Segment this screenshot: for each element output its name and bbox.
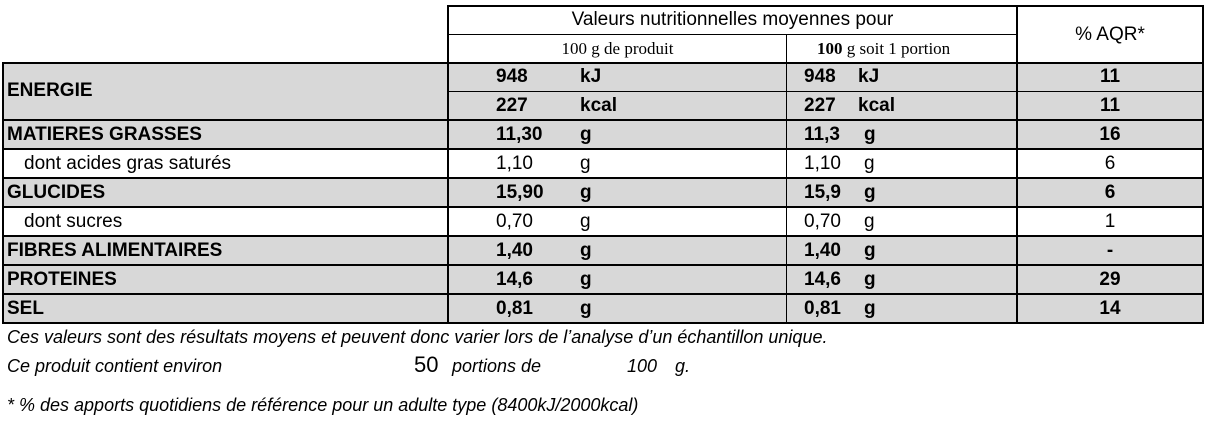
energie-kj-aqr: 11 <box>1099 66 1121 87</box>
row-bg-proteines <box>4 265 1202 294</box>
table-bottom-border <box>2 322 1204 324</box>
footnote-portions-de: portions de <box>452 356 542 376</box>
header-col2-qty: 100 <box>817 39 843 58</box>
header-left-border <box>447 5 449 65</box>
row-bg-glucides <box>4 178 1202 207</box>
energie-kj-unit-portion: kJ <box>858 66 880 87</box>
footnote-portion-size: 100 <box>627 356 658 376</box>
acides-gras-satures-value-portion: 1,10 <box>804 153 841 174</box>
header-col3-divider <box>1016 5 1018 65</box>
row-label-sucres: dont sucres <box>24 211 123 232</box>
table-right-border <box>1202 62 1204 324</box>
row-label-acides-gras-satures: dont acides gras saturés <box>24 153 232 174</box>
table-col3-divider <box>1016 62 1018 324</box>
footnote-portions-count: 50 <box>414 352 439 377</box>
acides-gras-satures-unit-100g: g <box>580 153 591 174</box>
sucres-unit-portion: g <box>864 211 875 232</box>
row-divider <box>2 293 1204 295</box>
energie-kcal-value-100g: 227 <box>496 95 528 116</box>
header-top-border <box>447 5 1204 7</box>
sucres-unit-100g: g <box>580 211 591 232</box>
header-col1-title: 100 g de produit <box>561 39 674 58</box>
fibres-value-portion: 1,40 <box>804 240 841 261</box>
header-col2-rest: g soit 1 portion <box>842 39 951 58</box>
row-label-energie: ENERGIE <box>7 80 93 101</box>
header-right-border <box>1202 5 1204 65</box>
sucres-value-100g: 0,70 <box>496 211 533 232</box>
row-divider <box>2 119 1204 121</box>
footnote-average-values: Ces valeurs sont des résultats moyens et… <box>7 327 828 347</box>
sel-unit-100g: g <box>580 298 592 319</box>
row-label-matieres-grasses: MATIERES GRASSES <box>7 124 202 145</box>
row-bg-matieres-grasses <box>4 120 1202 149</box>
sel-value-100g: 0,81 <box>496 298 533 319</box>
footnote-portion-unit: g. <box>675 356 691 376</box>
matieres-grasses-aqr: 16 <box>1099 124 1121 145</box>
table-col1-divider <box>447 62 449 324</box>
matieres-grasses-value-100g: 11,30 <box>496 124 543 145</box>
energie-sub-divider <box>447 91 1204 92</box>
header-col2-divider <box>786 34 787 65</box>
table-left-border <box>2 62 4 324</box>
sel-aqr: 14 <box>1099 298 1121 319</box>
acides-gras-satures-unit-portion: g <box>864 153 875 174</box>
header-group-title: Valeurs nutritionnelles moyennes pour <box>571 9 894 30</box>
fibres-unit-100g: g <box>580 240 592 261</box>
row-label-sel: SEL <box>7 298 44 319</box>
energie-kj-value-100g: 948 <box>496 66 528 87</box>
glucides-value-100g: 15,90 <box>496 182 544 203</box>
footnote-aqr-reference: * % des apports quotidiens de référence … <box>7 395 639 415</box>
acides-gras-satures-aqr: 6 <box>1104 153 1116 174</box>
sel-unit-portion: g <box>864 298 876 319</box>
row-divider <box>2 148 1204 150</box>
proteines-aqr: 29 <box>1099 269 1121 290</box>
glucides-value-portion: 15,9 <box>804 182 841 203</box>
row-bg-fibres <box>4 236 1202 265</box>
header-aqr-title: % AQR* <box>1075 24 1145 45</box>
header-mid-border <box>447 34 1017 35</box>
energie-kj-value-portion: 948 <box>804 66 836 87</box>
energie-kcal-value-portion: 227 <box>804 95 836 116</box>
acides-gras-satures-value-100g: 1,10 <box>496 153 533 174</box>
energie-kcal-aqr: 11 <box>1099 95 1121 116</box>
glucides-aqr: 6 <box>1104 182 1116 203</box>
row-bg-sel <box>4 294 1202 323</box>
fibres-value-100g: 1,40 <box>496 240 533 261</box>
proteines-value-100g: 14,6 <box>496 269 533 290</box>
row-label-proteines: PROTEINES <box>7 269 117 290</box>
row-divider <box>2 264 1204 266</box>
sucres-aqr: 1 <box>1104 211 1116 232</box>
row-divider <box>2 177 1204 179</box>
table-top-border <box>2 62 1204 64</box>
proteines-unit-portion: g <box>864 269 876 290</box>
matieres-grasses-unit-100g: g <box>580 124 592 145</box>
table-col2-divider <box>786 62 787 324</box>
fibres-aqr: - <box>1106 240 1114 261</box>
sucres-value-portion: 0,70 <box>804 211 841 232</box>
energie-kj-unit-100g: kJ <box>580 66 602 87</box>
matieres-grasses-value-portion: 11,3 <box>804 124 840 145</box>
row-label-glucides: GLUCIDES <box>7 182 106 203</box>
row-divider <box>2 206 1204 208</box>
proteines-unit-100g: g <box>580 269 592 290</box>
header-col2-title: 100 g soit 1 portion <box>817 40 950 57</box>
footnote-portions-prefix: Ce produit contient environ <box>7 356 223 376</box>
row-label-fibres: FIBRES ALIMENTAIRES <box>7 240 223 261</box>
proteines-value-portion: 14,6 <box>804 269 841 290</box>
matieres-grasses-unit-portion: g <box>864 124 876 145</box>
fibres-unit-portion: g <box>864 240 876 261</box>
sel-value-portion: 0,81 <box>804 298 841 319</box>
glucides-unit-portion: g <box>864 182 876 203</box>
energie-kcal-unit-portion: kcal <box>858 95 895 116</box>
glucides-unit-100g: g <box>580 182 592 203</box>
row-divider <box>2 235 1204 237</box>
energie-kcal-unit-100g: kcal <box>580 95 617 116</box>
